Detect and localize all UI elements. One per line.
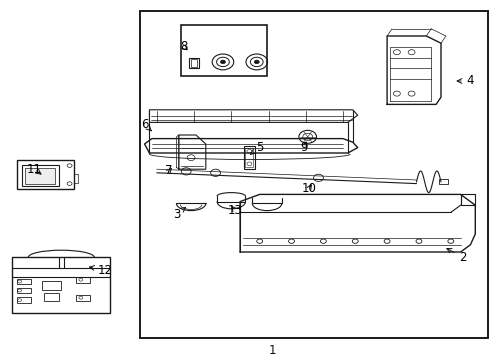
Bar — [191, 59, 197, 67]
Bar — [140, 11, 488, 338]
Text: 13: 13 — [228, 204, 243, 217]
Text: 10: 10 — [301, 183, 316, 195]
Bar — [42, 281, 61, 290]
Circle shape — [254, 60, 259, 64]
Bar — [17, 288, 31, 293]
Text: 8: 8 — [180, 40, 188, 53]
Text: 3: 3 — [172, 207, 186, 221]
Bar — [189, 58, 199, 68]
Text: 1: 1 — [268, 345, 276, 357]
Bar — [17, 297, 31, 303]
Bar — [22, 165, 59, 186]
Circle shape — [220, 60, 225, 64]
Bar — [74, 174, 78, 183]
Text: 2: 2 — [447, 248, 467, 264]
Bar — [76, 295, 90, 301]
Text: 12: 12 — [90, 264, 113, 276]
Text: 7: 7 — [165, 165, 173, 177]
Bar — [76, 277, 90, 283]
Text: 9: 9 — [300, 141, 308, 154]
Bar — [12, 257, 110, 313]
Bar — [181, 25, 267, 76]
Text: 6: 6 — [141, 118, 151, 131]
Text: 11: 11 — [27, 163, 42, 176]
Bar — [17, 160, 74, 189]
Bar — [244, 146, 255, 169]
Bar — [245, 148, 253, 167]
Bar — [44, 293, 59, 301]
Bar — [25, 168, 55, 184]
Bar — [439, 179, 448, 184]
Text: 5: 5 — [251, 141, 264, 154]
Text: 4: 4 — [457, 75, 474, 87]
Bar — [17, 279, 31, 284]
